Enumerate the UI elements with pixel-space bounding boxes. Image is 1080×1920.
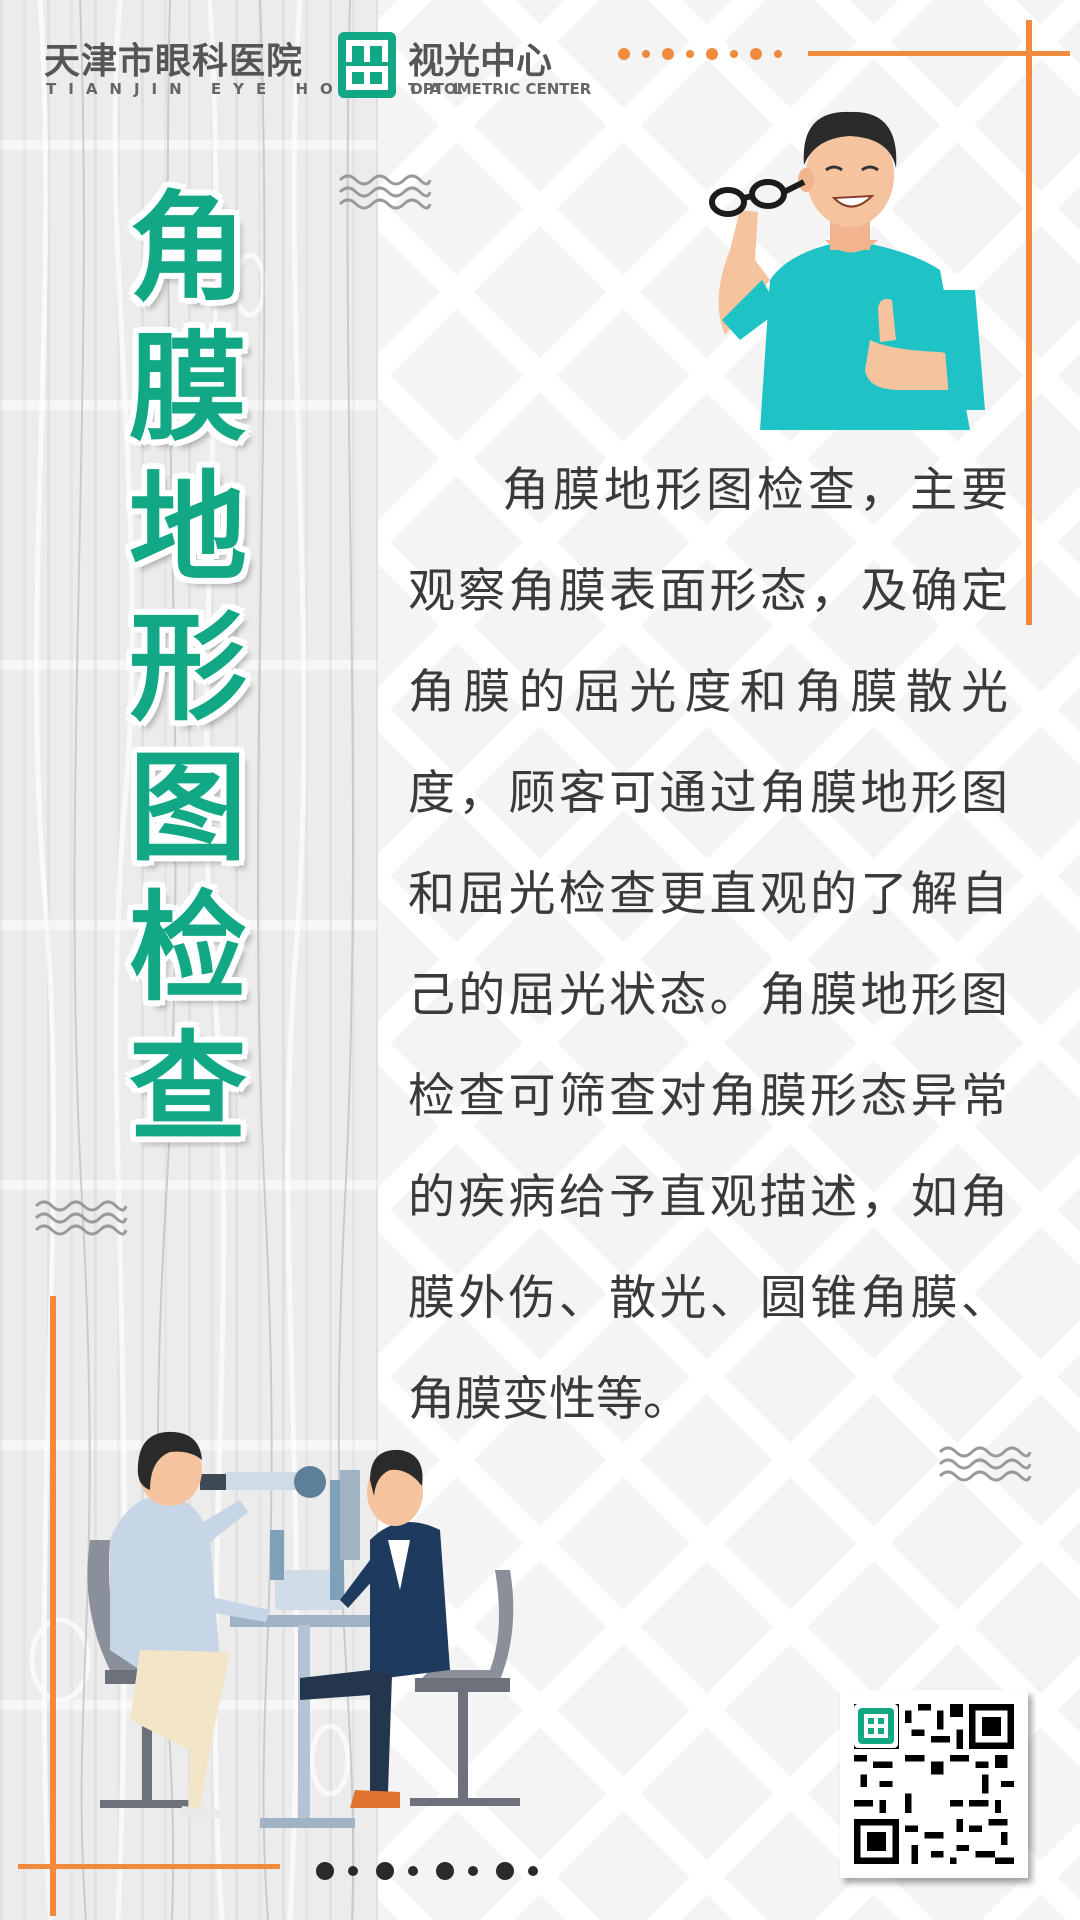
body-paragraph: 角膜地形图检查，主要观察角膜表面形态，及确定角膜的屈光度和角膜散光度，顾客可通过… (408, 463, 1008, 1427)
title-char: 膜 (128, 319, 247, 457)
qr-center-logo-icon (854, 1704, 898, 1748)
wood-texture-panel (0, 0, 378, 1920)
wave-decoration (34, 1200, 128, 1236)
center-name-en: OPTOMETRIC CENTER (410, 80, 592, 98)
eye-exam-illustration (87, 1431, 520, 1828)
right-orange-line (1026, 20, 1032, 625)
top-orange-line (808, 51, 1070, 56)
wave-decoration (938, 1446, 1032, 1482)
bottom-orange-line (18, 1864, 280, 1869)
left-orange-line (50, 1296, 56, 1916)
page-title: 角 膜 地 形 图 检 查 (118, 178, 258, 1158)
wave-decoration (338, 174, 432, 210)
hospital-name: 天津市眼科医院 (44, 41, 304, 82)
title-char: 地 (128, 459, 247, 597)
hospital-logo: 天津市眼科医院 TIANJIN EYE HOSPITAL 视光中心 OPTOME… (44, 28, 604, 108)
qr-code[interactable] (840, 1690, 1028, 1878)
center-name: 视光中心 (408, 41, 553, 82)
optometric-center-logo-icon (338, 32, 396, 98)
title-char: 查 (128, 1019, 247, 1157)
title-char: 图 (128, 739, 247, 877)
title-char: 检 (128, 879, 247, 1017)
title-char: 形 (128, 599, 247, 737)
title-char: 角 (128, 179, 247, 317)
man-with-glasses-illustration (709, 111, 985, 430)
